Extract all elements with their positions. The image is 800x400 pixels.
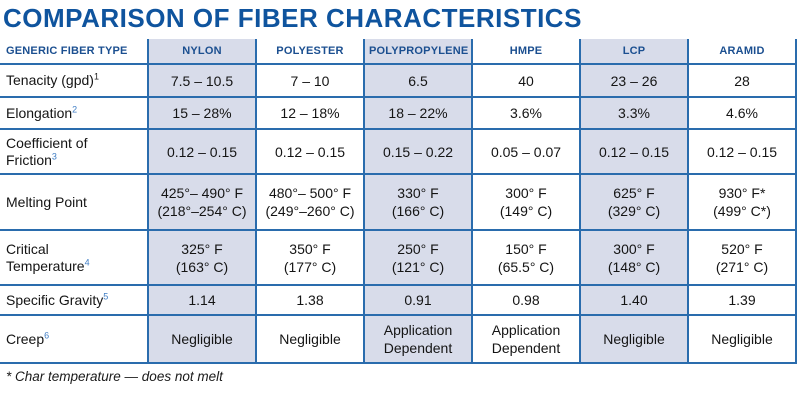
table-row-critical-temperature: Critical Temperature4 325° F (163° C) 35…: [0, 230, 797, 287]
row-label-text: Coefficient of Friction: [6, 135, 88, 168]
footnote-superscript: 4: [84, 257, 90, 268]
table-cell: 425°– 490° F (218°–254° C): [147, 174, 256, 232]
row-label-text: Critical Temperature: [6, 241, 85, 274]
table-cell: 480°– 500° F (249°–260° C): [255, 174, 364, 232]
table-cell: Negligible: [255, 315, 364, 365]
header-cell-lcp: LCP: [579, 39, 688, 66]
row-label: Coefficient of Friction3: [0, 129, 148, 176]
table-cell: Negligible: [687, 315, 797, 365]
row-label-text: Specific Gravity: [6, 291, 104, 308]
table-row-specific-gravity: Specific Gravity5 1.14 1.38 0.91 0.98 1.…: [0, 285, 797, 317]
header-cell-hmpe: HMPE: [471, 39, 580, 66]
table-cell: 350° F (177° C): [255, 230, 364, 287]
footnote-superscript: 3: [51, 151, 57, 162]
row-label-text: Melting Point: [6, 193, 87, 210]
table-cell: Negligible: [147, 315, 256, 365]
row-label-text: Creep: [6, 330, 45, 347]
table-cell: 0.12 – 0.15: [255, 129, 364, 176]
table-cell: 3.3%: [579, 97, 688, 131]
header-cell-polypropylene: POLYPROPYLENE: [363, 39, 472, 66]
table-cell: 6.5: [363, 64, 472, 99]
header-cell-polyester: POLYESTER: [255, 39, 364, 66]
table-cell: Application Dependent: [363, 315, 472, 365]
table-row-elongation: Elongation2 15 – 28% 12 – 18% 18 – 22% 3…: [0, 97, 797, 131]
table-cell: 3.6%: [471, 97, 580, 131]
footnote-superscript: 1: [93, 71, 99, 82]
table-cell: 0.91: [363, 285, 472, 317]
table-cell: 7 – 10: [255, 64, 364, 99]
table-cell: 1.39: [687, 285, 797, 317]
row-label: Elongation2: [0, 97, 148, 131]
table-cell: 300° F (148° C): [579, 230, 688, 287]
table-cell: 0.98: [471, 285, 580, 317]
table-cell: 28: [687, 64, 797, 99]
table-cell: 4.6%: [687, 97, 797, 131]
table-cell: 15 – 28%: [147, 97, 256, 131]
table-cell: 300° F (149° C): [471, 174, 580, 232]
row-label: Melting Point: [0, 174, 148, 232]
table-row-creep: Creep6 Negligible Negligible Application…: [0, 315, 797, 365]
row-label: Specific Gravity5: [0, 285, 148, 317]
table-cell: 150° F (65.5° C): [471, 230, 580, 287]
fiber-characteristics-table: GENERIC FIBER TYPE NYLON POLYESTER POLYP…: [0, 39, 797, 365]
table-cell: 0.12 – 0.15: [687, 129, 797, 176]
table-cell: 0.12 – 0.15: [147, 129, 256, 176]
row-label-text: Tenacity (gpd): [6, 72, 94, 89]
table-header-row: GENERIC FIBER TYPE NYLON POLYESTER POLYP…: [0, 39, 797, 66]
table-row-tenacity: Tenacity (gpd)1 7.5 – 10.5 7 – 10 6.5 40…: [0, 64, 797, 99]
table-cell: Negligible: [579, 315, 688, 365]
table-cell: 1.38: [255, 285, 364, 317]
table-row-coefficient-of-friction: Coefficient of Friction3 0.12 – 0.15 0.1…: [0, 129, 797, 176]
footnote-superscript: 5: [103, 291, 109, 302]
table-cell: 7.5 – 10.5: [147, 64, 256, 99]
table-row-melting-point: Melting Point 425°– 490° F (218°–254° C)…: [0, 174, 797, 232]
char-temperature-footnote: * Char temperature — does not melt: [6, 369, 223, 385]
table-cell: 325° F (163° C): [147, 230, 256, 287]
table-cell: 40: [471, 64, 580, 99]
table-cell: 250° F (121° C): [363, 230, 472, 287]
table-cell: 0.12 – 0.15: [579, 129, 688, 176]
row-label: Tenacity (gpd)1: [0, 64, 148, 99]
table-cell: 1.40: [579, 285, 688, 317]
header-cell-nylon: NYLON: [147, 39, 256, 66]
table-cell: 12 – 18%: [255, 97, 364, 131]
table-cell: 23 – 26: [579, 64, 688, 99]
table-cell: 1.14: [147, 285, 256, 317]
page-title: COMPARISON OF FIBER CHARACTERISTICS: [3, 3, 582, 33]
row-label: Creep6: [0, 315, 148, 365]
table-cell: 625° F (329° C): [579, 174, 688, 232]
table-cell: 18 – 22%: [363, 97, 472, 131]
table-cell: 930° F* (499° C*): [687, 174, 797, 232]
table-cell: 330° F (166° C): [363, 174, 472, 232]
fiber-comparison-page: COMPARISON OF FIBER CHARACTERISTICS GENE…: [0, 3, 797, 385]
footnote-superscript: 2: [72, 104, 78, 115]
header-cell-generic-fiber-type: GENERIC FIBER TYPE: [0, 39, 148, 66]
footnote-superscript: 6: [44, 330, 50, 341]
table-cell: 520° F (271° C): [687, 230, 797, 287]
table-cell: Application Dependent: [471, 315, 580, 365]
row-label-text: Elongation: [6, 104, 73, 121]
table-cell: 0.05 – 0.07: [471, 129, 580, 176]
row-label: Critical Temperature4: [0, 230, 148, 287]
table-cell: 0.15 – 0.22: [363, 129, 472, 176]
header-cell-aramid: ARAMID: [687, 39, 797, 66]
